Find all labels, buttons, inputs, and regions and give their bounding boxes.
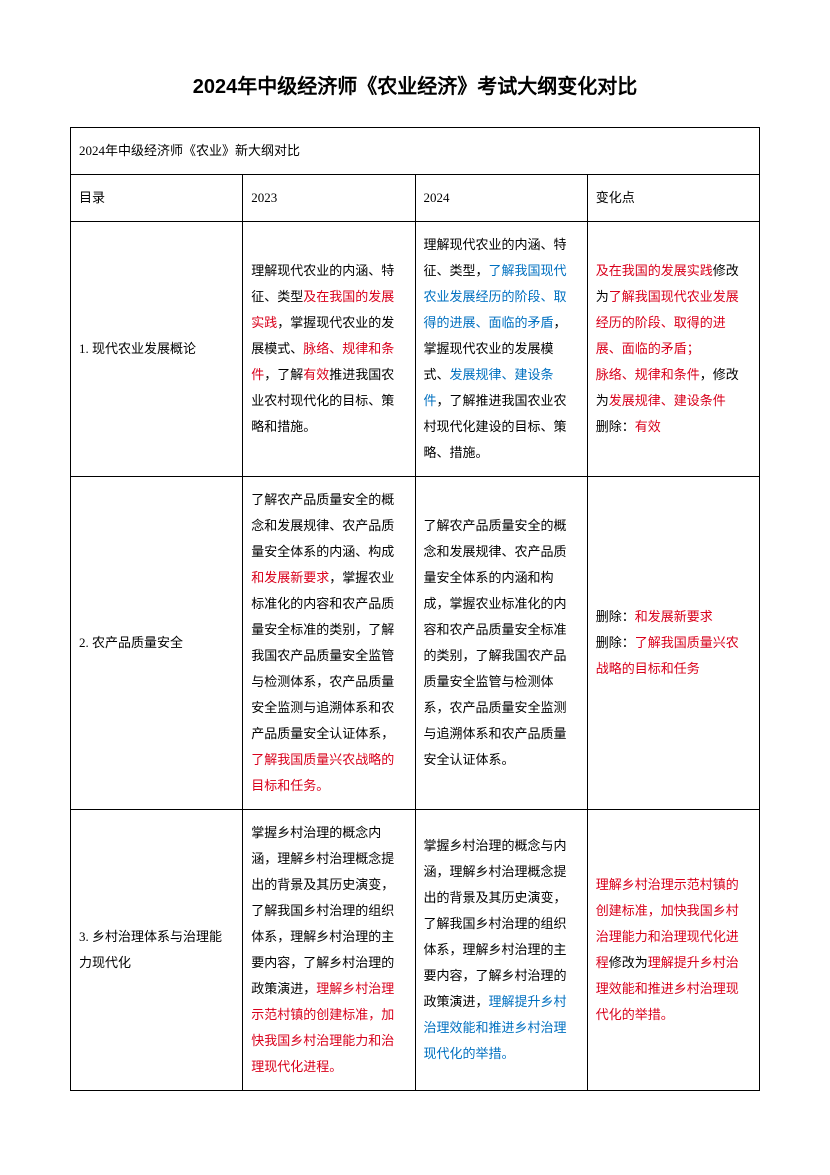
cell-changes: 理解乡村治理示范村镇的创建标准，加快我国乡村治理能力和治理现代化进程修改为理解提… [587, 810, 759, 1091]
cell-2024: 理解现代农业的内涵、特征、类型，了解我国现代农业发展经历的阶段、取得的进展、面临… [415, 222, 587, 477]
table-row: 2. 农产品质量安全 了解农产品质量安全的概念和发展规律、农产品质量安全体系的内… [71, 477, 760, 810]
page-title: 2024年中级经济师《农业经济》考试大纲变化对比 [70, 70, 760, 99]
row-label: 1. 现代农业发展概论 [71, 222, 243, 477]
header-col1: 目录 [71, 175, 243, 222]
row-label: 2. 农产品质量安全 [71, 477, 243, 810]
cell-changes: 及在我国的发展实践修改为了解我国现代农业发展经历的阶段、取得的进展、面临的矛盾；… [587, 222, 759, 477]
cell-2024: 掌握乡村治理的概念与内涵，理解乡村治理概念提出的背景及其历史演变，了解我国乡村治… [415, 810, 587, 1091]
header-col3: 2024 [415, 175, 587, 222]
header-col4: 变化点 [587, 175, 759, 222]
header-col2: 2023 [243, 175, 415, 222]
table-caption: 2024年中级经济师《农业》新大纲对比 [71, 128, 760, 175]
table-row: 1. 现代农业发展概论 理解现代农业的内涵、特征、类型及在我国的发展实践，掌握现… [71, 222, 760, 477]
table-row: 3. 乡村治理体系与治理能力现代化 掌握乡村治理的概念内涵，理解乡村治理概念提出… [71, 810, 760, 1091]
cell-2023: 了解农产品质量安全的概念和发展规律、农产品质量安全体系的内涵、构成和发展新要求，… [243, 477, 415, 810]
comparison-table: 2024年中级经济师《农业》新大纲对比 目录 2023 2024 变化点 1. … [70, 127, 760, 1091]
cell-2023: 理解现代农业的内涵、特征、类型及在我国的发展实践，掌握现代农业的发展模式、脉络、… [243, 222, 415, 477]
row-label: 3. 乡村治理体系与治理能力现代化 [71, 810, 243, 1091]
cell-2024: 了解农产品质量安全的概念和发展规律、农产品质量安全体系的内涵和构成，掌握农业标准… [415, 477, 587, 810]
cell-2023: 掌握乡村治理的概念内涵，理解乡村治理概念提出的背景及其历史演变，了解我国乡村治理… [243, 810, 415, 1091]
cell-changes: 删除：和发展新要求删除：了解我国质量兴农战略的目标和任务 [587, 477, 759, 810]
